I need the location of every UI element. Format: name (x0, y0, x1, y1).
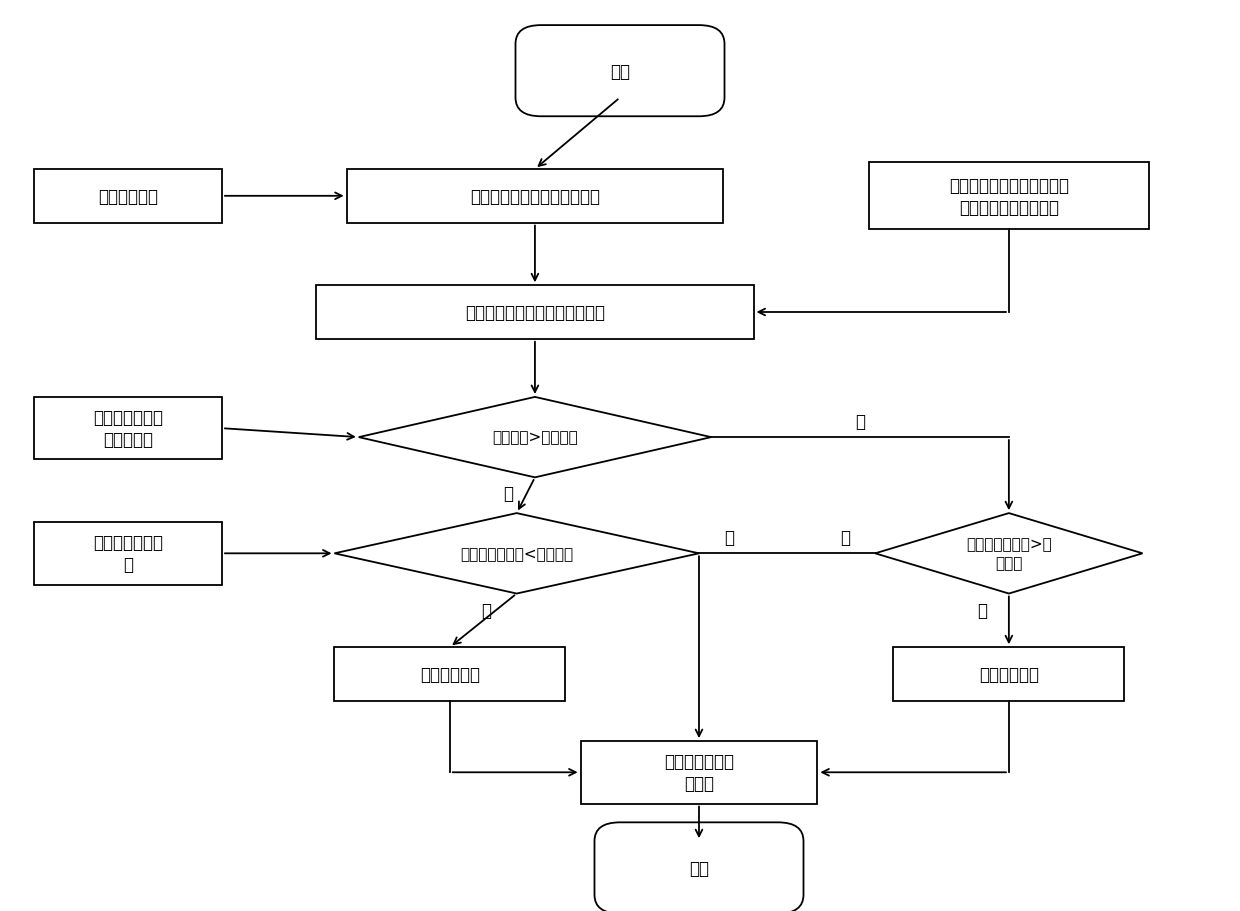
Text: 否: 否 (856, 413, 866, 431)
Text: 一次侧阀门开度<最大开度: 一次侧阀门开度<最大开度 (460, 547, 573, 561)
Text: 结束: 结束 (689, 859, 709, 877)
Polygon shape (335, 514, 699, 594)
Polygon shape (875, 514, 1142, 594)
Bar (893, 648, 1125, 701)
Text: 一次侧阀门开度>最
小开度: 一次侧阀门开度>最 小开度 (966, 537, 1052, 570)
Text: 是: 是 (503, 485, 513, 503)
Text: 目标温度>实际温度: 目标温度>实际温度 (492, 430, 578, 445)
Bar (346, 169, 723, 223)
Text: 阀门开度反馈状
态: 阀门开度反馈状 态 (93, 534, 162, 574)
Text: 否: 否 (724, 528, 734, 547)
Text: 是: 是 (481, 601, 491, 619)
Text: 室外平均温度与二次侧目标
控制温度的数据对照表: 室外平均温度与二次侧目标 控制温度的数据对照表 (949, 177, 1069, 217)
Bar (33, 397, 222, 460)
Text: 开始: 开始 (610, 63, 630, 80)
Text: 记录阀门开度反
馈状态: 记录阀门开度反 馈状态 (663, 752, 734, 793)
Bar (335, 648, 565, 701)
Bar (580, 742, 817, 804)
Text: 增加阀门开度: 增加阀门开度 (420, 665, 480, 683)
Text: 是: 是 (977, 601, 987, 619)
Text: 否: 否 (839, 528, 849, 547)
Text: 计算过去时间段室外平均温度: 计算过去时间段室外平均温度 (470, 188, 600, 206)
FancyBboxPatch shape (594, 823, 804, 911)
Text: 实时室外温度: 实时室外温度 (98, 188, 157, 206)
Bar (316, 286, 754, 340)
Bar (869, 163, 1148, 230)
Text: 二次侧实际供回
水平均温度: 二次侧实际供回 水平均温度 (93, 409, 162, 449)
Polygon shape (358, 397, 711, 477)
Text: 减小阀门开度: 减小阀门开度 (978, 665, 1039, 683)
Bar (33, 169, 222, 223)
Text: 计算二次侧供回水目标控制温度: 计算二次侧供回水目标控制温度 (465, 303, 605, 322)
Bar (33, 523, 222, 585)
FancyBboxPatch shape (516, 26, 724, 118)
